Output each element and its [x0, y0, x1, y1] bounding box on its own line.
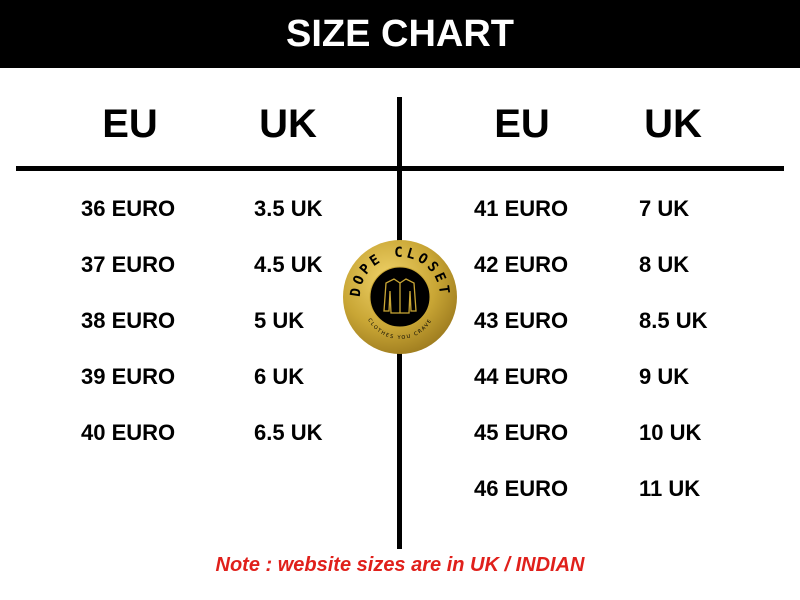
right-uk-size: 10 UK	[639, 420, 702, 445]
left-uk-size: 5 UK	[254, 308, 305, 333]
right-eu-size: 46 EURO	[474, 476, 569, 501]
right-uk-size: 9 UK	[639, 364, 690, 389]
right-eu-size: 43 EURO	[474, 308, 569, 333]
left-eu-size: 37 EURO	[81, 252, 176, 277]
dope-closet-logo: DOPE CLOSET CLOTHES YOU CRAVE	[343, 240, 457, 354]
left-eu-size: 40 EURO	[81, 420, 176, 445]
shirt-icon	[383, 278, 417, 314]
left-eu-size: 39 EURO	[81, 364, 176, 389]
right-eu-size: 41 EURO	[474, 196, 569, 221]
right-uk-size: 11 UK	[639, 476, 701, 501]
right-eu-header: EU	[494, 102, 550, 146]
right-uk-size: 8 UK	[639, 252, 690, 277]
right-eu-size: 42 EURO	[474, 252, 569, 277]
left-uk-header: UK	[259, 102, 317, 146]
right-eu-size: 45 EURO	[474, 420, 569, 445]
left-uk-size: 3.5 UK	[254, 196, 323, 221]
page-title: SIZE CHART	[0, 0, 800, 68]
left-uk-size: 4.5 UK	[254, 252, 323, 277]
left-eu-size: 36 EURO	[81, 196, 176, 221]
right-uk-size: 8.5 UK	[639, 308, 708, 333]
sizes-note: Note : website sizes are in UK / INDIAN	[215, 554, 585, 576]
left-uk-size: 6 UK	[254, 364, 305, 389]
left-eu-size: 38 EURO	[81, 308, 176, 333]
left-uk-size: 6.5 UK	[254, 420, 323, 445]
right-uk-header: UK	[644, 102, 702, 146]
right-uk-size: 7 UK	[639, 196, 690, 221]
left-eu-header: EU	[102, 102, 158, 146]
right-eu-size: 44 EURO	[474, 364, 569, 389]
